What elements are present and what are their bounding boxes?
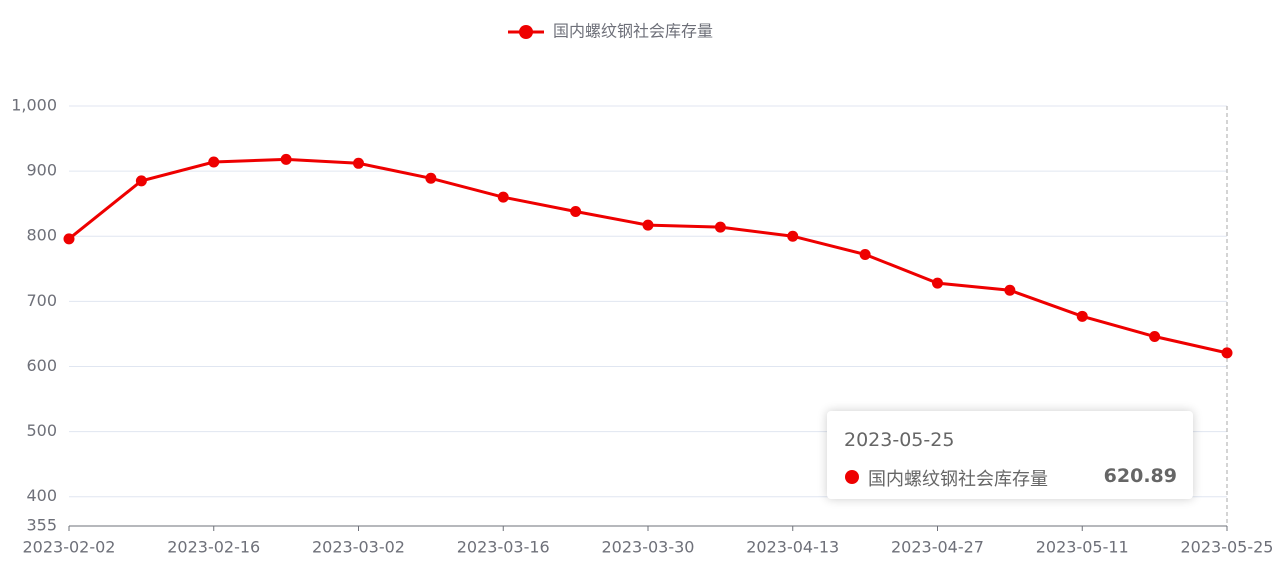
data-point [859, 248, 871, 260]
x-tick-label: 2023-03-16 [457, 538, 550, 557]
y-tick-label: 600 [26, 356, 57, 375]
y-tick-label: 1,000 [11, 96, 57, 115]
data-point [787, 230, 799, 242]
data-point [1221, 347, 1233, 359]
x-tick-label: 2023-02-16 [167, 538, 260, 557]
data-point [1004, 284, 1016, 296]
tooltip-title: 2023-05-25 [844, 429, 955, 451]
data-point [1149, 331, 1161, 343]
x-tick-label: 2023-03-02 [312, 538, 405, 557]
x-tick-label: 2023-04-13 [746, 538, 839, 557]
legend-label: 国内螺纹钢社会库存量 [553, 22, 713, 41]
data-point [714, 221, 726, 233]
data-point [353, 157, 364, 169]
data-point [280, 153, 292, 165]
data-point [135, 175, 147, 187]
tooltip-series: 国内螺纹钢社会库存量 [868, 469, 1048, 490]
y-tick-label: 500 [26, 421, 57, 440]
tooltip-marker [845, 470, 859, 484]
y-tick-label: 700 [26, 291, 57, 310]
legend-marker [519, 25, 533, 39]
x-tick-label: 2023-04-27 [891, 538, 984, 557]
data-point [425, 172, 437, 184]
data-point [642, 219, 654, 231]
data-point [497, 191, 509, 203]
tooltip-value: 620.89 [1103, 465, 1177, 487]
tooltip: 2023-05-25 国内螺纹钢社会库存量 620.89 [827, 411, 1193, 499]
data-point [932, 277, 943, 289]
series-line [68, 157, 1228, 355]
x-tick-label: 2023-05-25 [1181, 538, 1274, 557]
data-point [63, 233, 75, 245]
y-tick-label: 400 [26, 486, 57, 505]
y-tick-label: 800 [26, 226, 57, 245]
x-tick-label: 2023-03-30 [602, 538, 695, 557]
data-point [1076, 310, 1088, 322]
x-tick-label: 2023-02-02 [23, 538, 116, 557]
data-point [570, 205, 582, 217]
y-tick-label: 900 [26, 161, 57, 180]
data-point [208, 156, 220, 168]
y-tick-label: 355 [26, 516, 57, 535]
x-tick-label: 2023-05-11 [1036, 538, 1129, 557]
